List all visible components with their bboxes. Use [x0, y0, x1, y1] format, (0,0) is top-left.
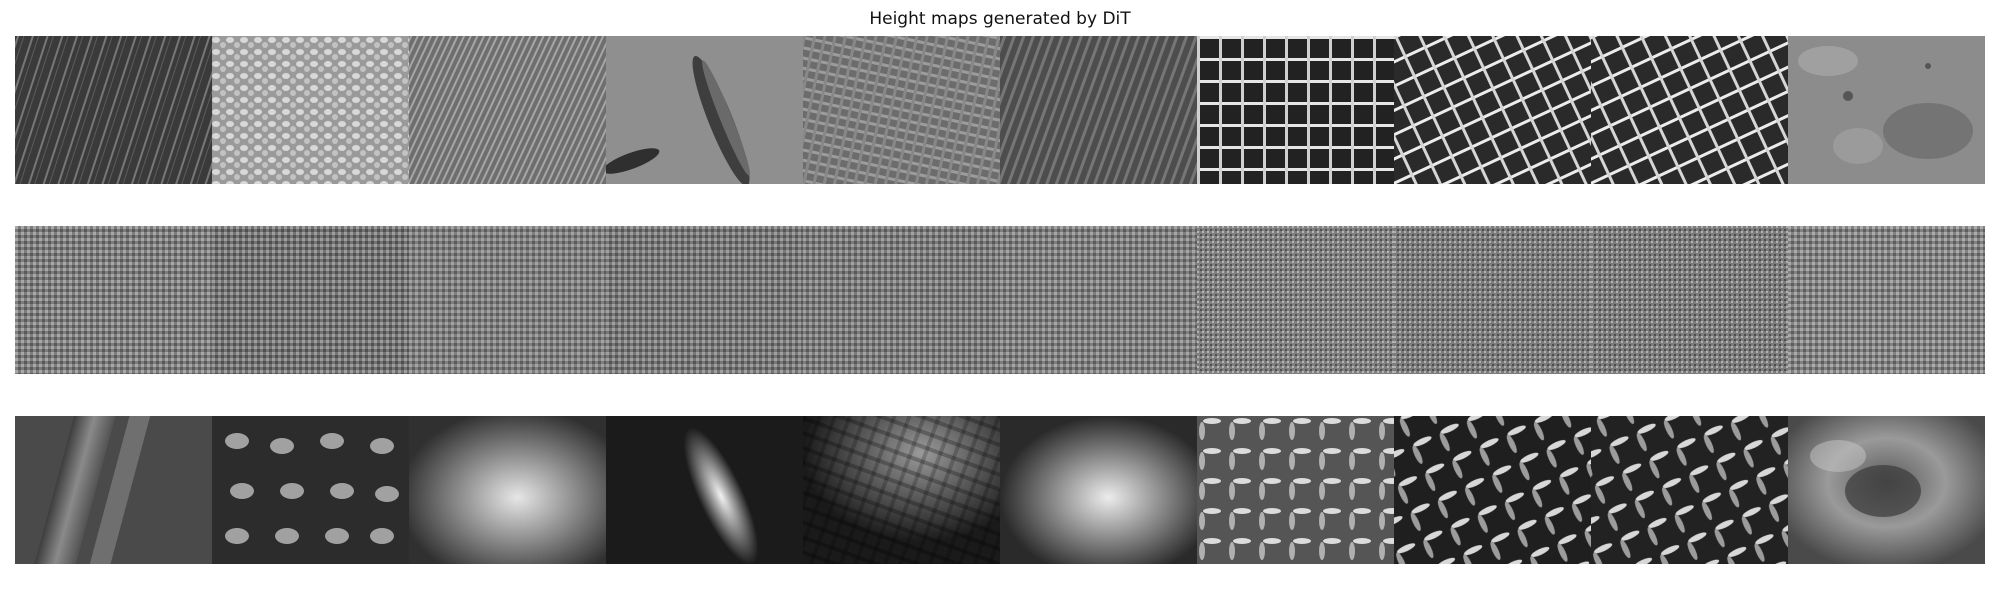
- texture-wire-mesh-rotated-2: [1591, 36, 1788, 184]
- height-map-blurred-stone: [1788, 416, 1985, 564]
- texture-wire-mesh-grid: [1197, 36, 1394, 184]
- noise-tile: [606, 226, 803, 374]
- texture-rough-stone: [1788, 36, 1985, 184]
- height-map-blurred-basket-weave: [803, 416, 1000, 564]
- row-blurred-height-maps: [15, 416, 1985, 564]
- noise-tile: [1591, 226, 1788, 374]
- texture-grass-blades: [15, 36, 212, 184]
- height-map-blurred-mesh-dark-2: [1591, 416, 1788, 564]
- height-map-blurred-mesh: [1197, 416, 1394, 564]
- noise-tile: [803, 226, 1000, 374]
- height-map-blurred-wood-glow: [409, 416, 606, 564]
- height-map-blurred-blades: [15, 416, 212, 564]
- height-map-blurred-diagonal-highlight: [606, 416, 803, 564]
- texture-wood-grain-diagonal: [1000, 36, 1197, 184]
- texture-wood-fibers: [409, 36, 606, 184]
- height-map-blurred-weave: [212, 416, 409, 564]
- texture-woven-fabric-light: [212, 36, 409, 184]
- noise-tile: [1197, 226, 1394, 374]
- figure-title: Height maps generated by DiT: [869, 9, 1131, 29]
- noise-tile: [409, 226, 606, 374]
- height-map-blurred-mesh-dark-1: [1394, 416, 1591, 564]
- texture-burlap-weave: [803, 36, 1000, 184]
- texture-surface-with-leaf-grooves: [606, 36, 803, 184]
- noise-tile: [212, 226, 409, 374]
- row-real-textures: [15, 36, 1985, 184]
- noise-tile: [1394, 226, 1591, 374]
- noise-tile: [1788, 226, 1985, 374]
- row-noise-outputs: [15, 226, 1985, 374]
- noise-tile: [15, 226, 212, 374]
- noise-tile: [1000, 226, 1197, 374]
- height-map-blurred-wood-highlight: [1000, 416, 1197, 564]
- texture-wire-mesh-rotated-1: [1394, 36, 1591, 184]
